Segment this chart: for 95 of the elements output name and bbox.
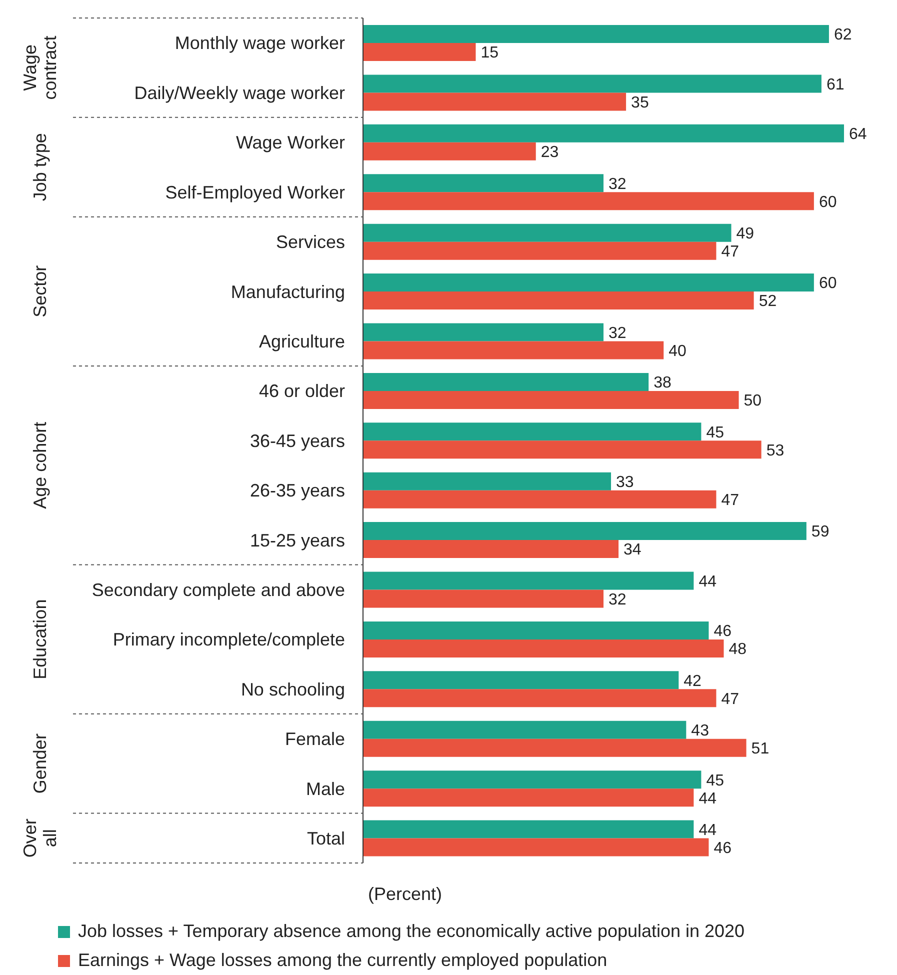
data-label: 46 [714,840,732,857]
bar [363,43,476,61]
bar [363,621,709,640]
data-label: 64 [849,126,867,144]
data-label: 46 [714,623,732,640]
data-label: 49 [736,226,754,243]
bar [363,639,724,658]
data-label: 61 [826,76,844,94]
data-label: 44 [698,790,717,808]
bar [363,472,612,490]
bar [363,770,702,789]
data-label: 33 [616,474,634,492]
y-tick-label: Manufacturing [230,282,345,302]
bar [363,274,814,292]
y-tick-label: 46 or older [258,381,345,402]
data-label: 44 [698,573,717,590]
y-tick-label: Services [276,232,345,252]
bar [363,720,686,739]
text: Age cohort [30,422,50,509]
data-label: 51 [751,740,770,758]
data-label: 42 [684,672,702,690]
y-tick-label: No schooling [240,679,345,700]
y-tick-label: Agriculture [258,331,345,352]
bar [363,820,694,838]
bar [363,192,814,210]
bar [363,590,604,608]
y-tick-label: Monthly wage worker [174,33,345,54]
y-tick-label: 15-25 years [250,530,345,550]
data-label: 43 [691,722,710,740]
bar [363,372,649,391]
data-label: 32 [608,324,626,342]
bar [363,74,822,93]
bar [363,242,716,260]
data-label: 23 [540,144,559,162]
y-tick-label: Daily/Weekly wage worker [134,82,345,103]
data-label: 52 [758,293,777,310]
bar [363,838,709,856]
bar [363,522,806,540]
data-label: 62 [834,26,852,44]
data-label: 45 [706,424,724,442]
data-label: 40 [668,342,687,360]
data-label: 34 [624,542,642,559]
data-label: 47 [721,690,740,708]
data-label: 60 [818,275,837,292]
data-label: 35 [631,94,649,112]
bar [363,323,604,342]
data-label: 15 [480,44,499,62]
data-label: 32 [608,176,626,193]
bar [363,142,536,160]
y-tick-label: Male [306,778,345,799]
bar [363,341,664,360]
bar [363,224,732,242]
y-tick-label: Female [284,729,345,750]
data-label: 48 [728,641,747,658]
bar [363,124,844,142]
bar [363,422,702,441]
y-tick-label: 36-45 years [250,430,345,451]
x-axis-title: (Percent) [368,884,444,905]
data-label: 47 [721,492,740,510]
data-label: 53 [766,442,784,460]
bar [363,788,694,807]
y-tick-label: Secondary complete and above [92,580,345,600]
bar [363,540,619,558]
data-label: 50 [744,392,762,410]
bar [363,490,716,508]
bar [363,25,829,43]
bar [363,689,716,708]
bar [363,390,739,409]
text: Sector [30,265,50,318]
bar [363,92,626,111]
text: Education [30,599,50,680]
bar [363,671,679,690]
y-tick-label: Wage Worker [236,132,346,153]
data-label: 60 [818,194,837,211]
y-tick-label: Self-Employed Worker [165,182,345,202]
bar [363,738,746,757]
text: Gender [30,734,50,794]
y-tick-label: Total [306,828,345,849]
data-label: 44 [698,822,717,839]
legend-label: Job losses + Temporary absence among the economically active population in 2020 [78,921,745,942]
bar [363,572,694,590]
text: Over all [20,818,60,858]
y-tick-label: 26-35 years [250,480,345,501]
text: Job type [30,133,50,202]
bar [363,440,762,459]
data-label: 38 [654,374,672,392]
text: Wage contract [20,36,60,100]
data-label: 32 [608,591,626,608]
bar [363,174,604,192]
bar [363,292,754,310]
y-tick-label: Primary incomplete/complete [112,630,345,650]
data-label: 59 [811,524,830,541]
data-label: 47 [721,244,740,261]
legend-label: Earnings + Wage losses among the currently employed population [78,950,608,971]
data-label: 45 [706,772,724,790]
